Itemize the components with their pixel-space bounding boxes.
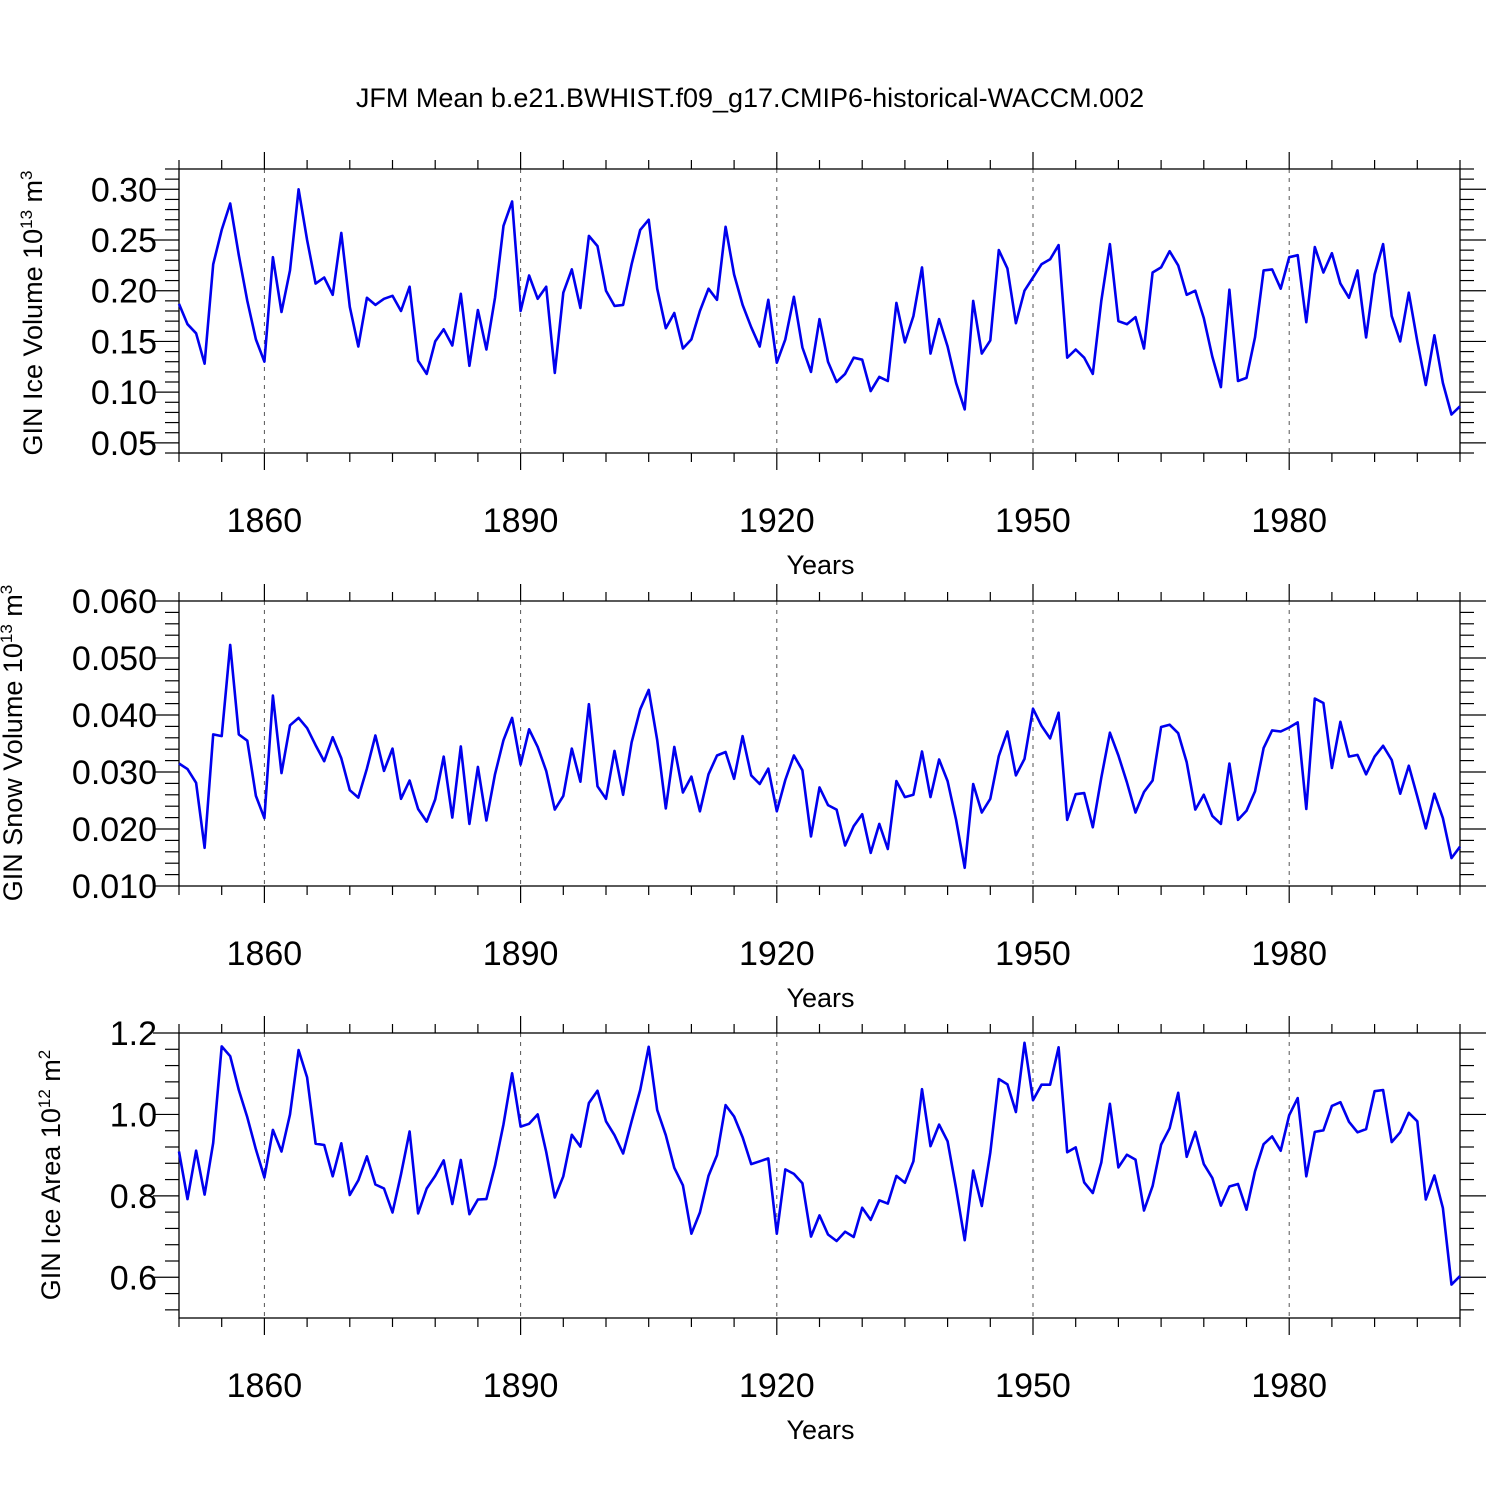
plot-frame bbox=[178, 168, 1461, 454]
y-tick-label: 0.6 bbox=[110, 1259, 157, 1297]
y-axis-label-unit-exp: 3 bbox=[0, 585, 16, 594]
chart-title: JFM Mean b.e21.BWHIST.f09_g17.CMIP6-hist… bbox=[356, 83, 1144, 113]
x-tick-label: 1980 bbox=[1251, 935, 1327, 973]
x-tick-label: 1860 bbox=[227, 1367, 303, 1405]
x-tick-label: 1860 bbox=[227, 502, 303, 540]
y-tick-label: 0.030 bbox=[72, 754, 157, 792]
y-axis-label-base: GIN Snow Volume 10 bbox=[0, 643, 28, 901]
x-axis-label: Years bbox=[786, 983, 854, 1013]
y-tick-label: 0.010 bbox=[72, 868, 157, 906]
x-tick-label: 1890 bbox=[483, 935, 559, 973]
x-tick-label: 1950 bbox=[995, 1367, 1071, 1405]
y-axis-label-unit: m bbox=[0, 594, 28, 624]
x-tick-label: 1950 bbox=[995, 502, 1071, 540]
x-axis-label: Years bbox=[786, 1415, 854, 1445]
y-tick-label: 0.20 bbox=[91, 273, 157, 311]
series-line bbox=[178, 643, 1462, 870]
x-tick-label: 1920 bbox=[739, 502, 815, 540]
y-tick-label: 0.30 bbox=[91, 171, 157, 209]
y-axis-label: GIN Ice Area 1012 m2 bbox=[35, 1050, 66, 1301]
plot-frame bbox=[178, 600, 1461, 887]
x-tick-label: 1890 bbox=[483, 502, 559, 540]
x-tick-label: 1890 bbox=[483, 1367, 559, 1405]
y-tick-label: 0.10 bbox=[91, 374, 157, 412]
y-axis-label-exp: 13 bbox=[17, 210, 36, 229]
x-axis-label: Years bbox=[786, 550, 854, 580]
y-axis-label: GIN Snow Volume 1013 m3 bbox=[0, 585, 28, 902]
chart-panel-1: 0.05 0.10 0.15 0.20 0.25 0.30 1860 1890 1920 1950… bbox=[17, 152, 1486, 580]
plot-frame bbox=[178, 1032, 1461, 1319]
x-tick-label: 1920 bbox=[739, 1367, 815, 1405]
y-tick-label: 0.15 bbox=[91, 323, 157, 361]
y-tick-label: 0.05 bbox=[91, 425, 157, 463]
y-tick-label: 1.0 bbox=[110, 1096, 157, 1134]
x-tick-label: 1950 bbox=[995, 935, 1071, 973]
series-line bbox=[177, 1041, 1461, 1286]
x-tick-label: 1980 bbox=[1251, 1367, 1327, 1405]
y-axis-label: GIN Ice Volume 1013 m3 bbox=[17, 170, 48, 455]
y-axis-label-unit-exp: 2 bbox=[35, 1050, 54, 1059]
panels: 0.05 0.10 0.15 0.20 0.25 0.30 1860 1890 1920 1950… bbox=[0, 152, 1486, 1445]
y-tick-label: 0.060 bbox=[72, 583, 157, 621]
y-axis-label-unit: m bbox=[36, 1059, 66, 1089]
x-tick-label: 1980 bbox=[1251, 502, 1327, 540]
series-line bbox=[177, 188, 1461, 416]
x-tick-label: 1920 bbox=[739, 935, 815, 973]
y-tick-label: 0.050 bbox=[72, 640, 157, 678]
y-tick-label: 1.2 bbox=[110, 1015, 157, 1053]
x-tick-label: 1860 bbox=[227, 935, 303, 973]
y-tick-label: 0.25 bbox=[91, 222, 157, 260]
chart-panel-2: 0.010 0.020 0.030 0.040 0.050 0.060 1860 1890 19… bbox=[0, 583, 1486, 1013]
y-axis-label-unit: m bbox=[18, 180, 48, 210]
y-axis-label-exp: 12 bbox=[35, 1089, 54, 1108]
y-tick-label: 0.8 bbox=[110, 1178, 157, 1216]
y-axis-label-base: GIN Ice Area 10 bbox=[36, 1108, 66, 1300]
y-axis-label-base: GIN Ice Volume 10 bbox=[18, 229, 48, 456]
y-tick-label: 0.040 bbox=[72, 697, 157, 735]
y-axis-label-unit-exp: 3 bbox=[17, 170, 36, 179]
y-tick-label: 0.020 bbox=[72, 811, 157, 849]
y-axis-label-exp: 13 bbox=[0, 624, 16, 643]
chart-panel-3: 0.6 0.8 1.0 1.2 1860 1890 1920 1950 1980 Years GIN… bbox=[35, 1015, 1486, 1445]
